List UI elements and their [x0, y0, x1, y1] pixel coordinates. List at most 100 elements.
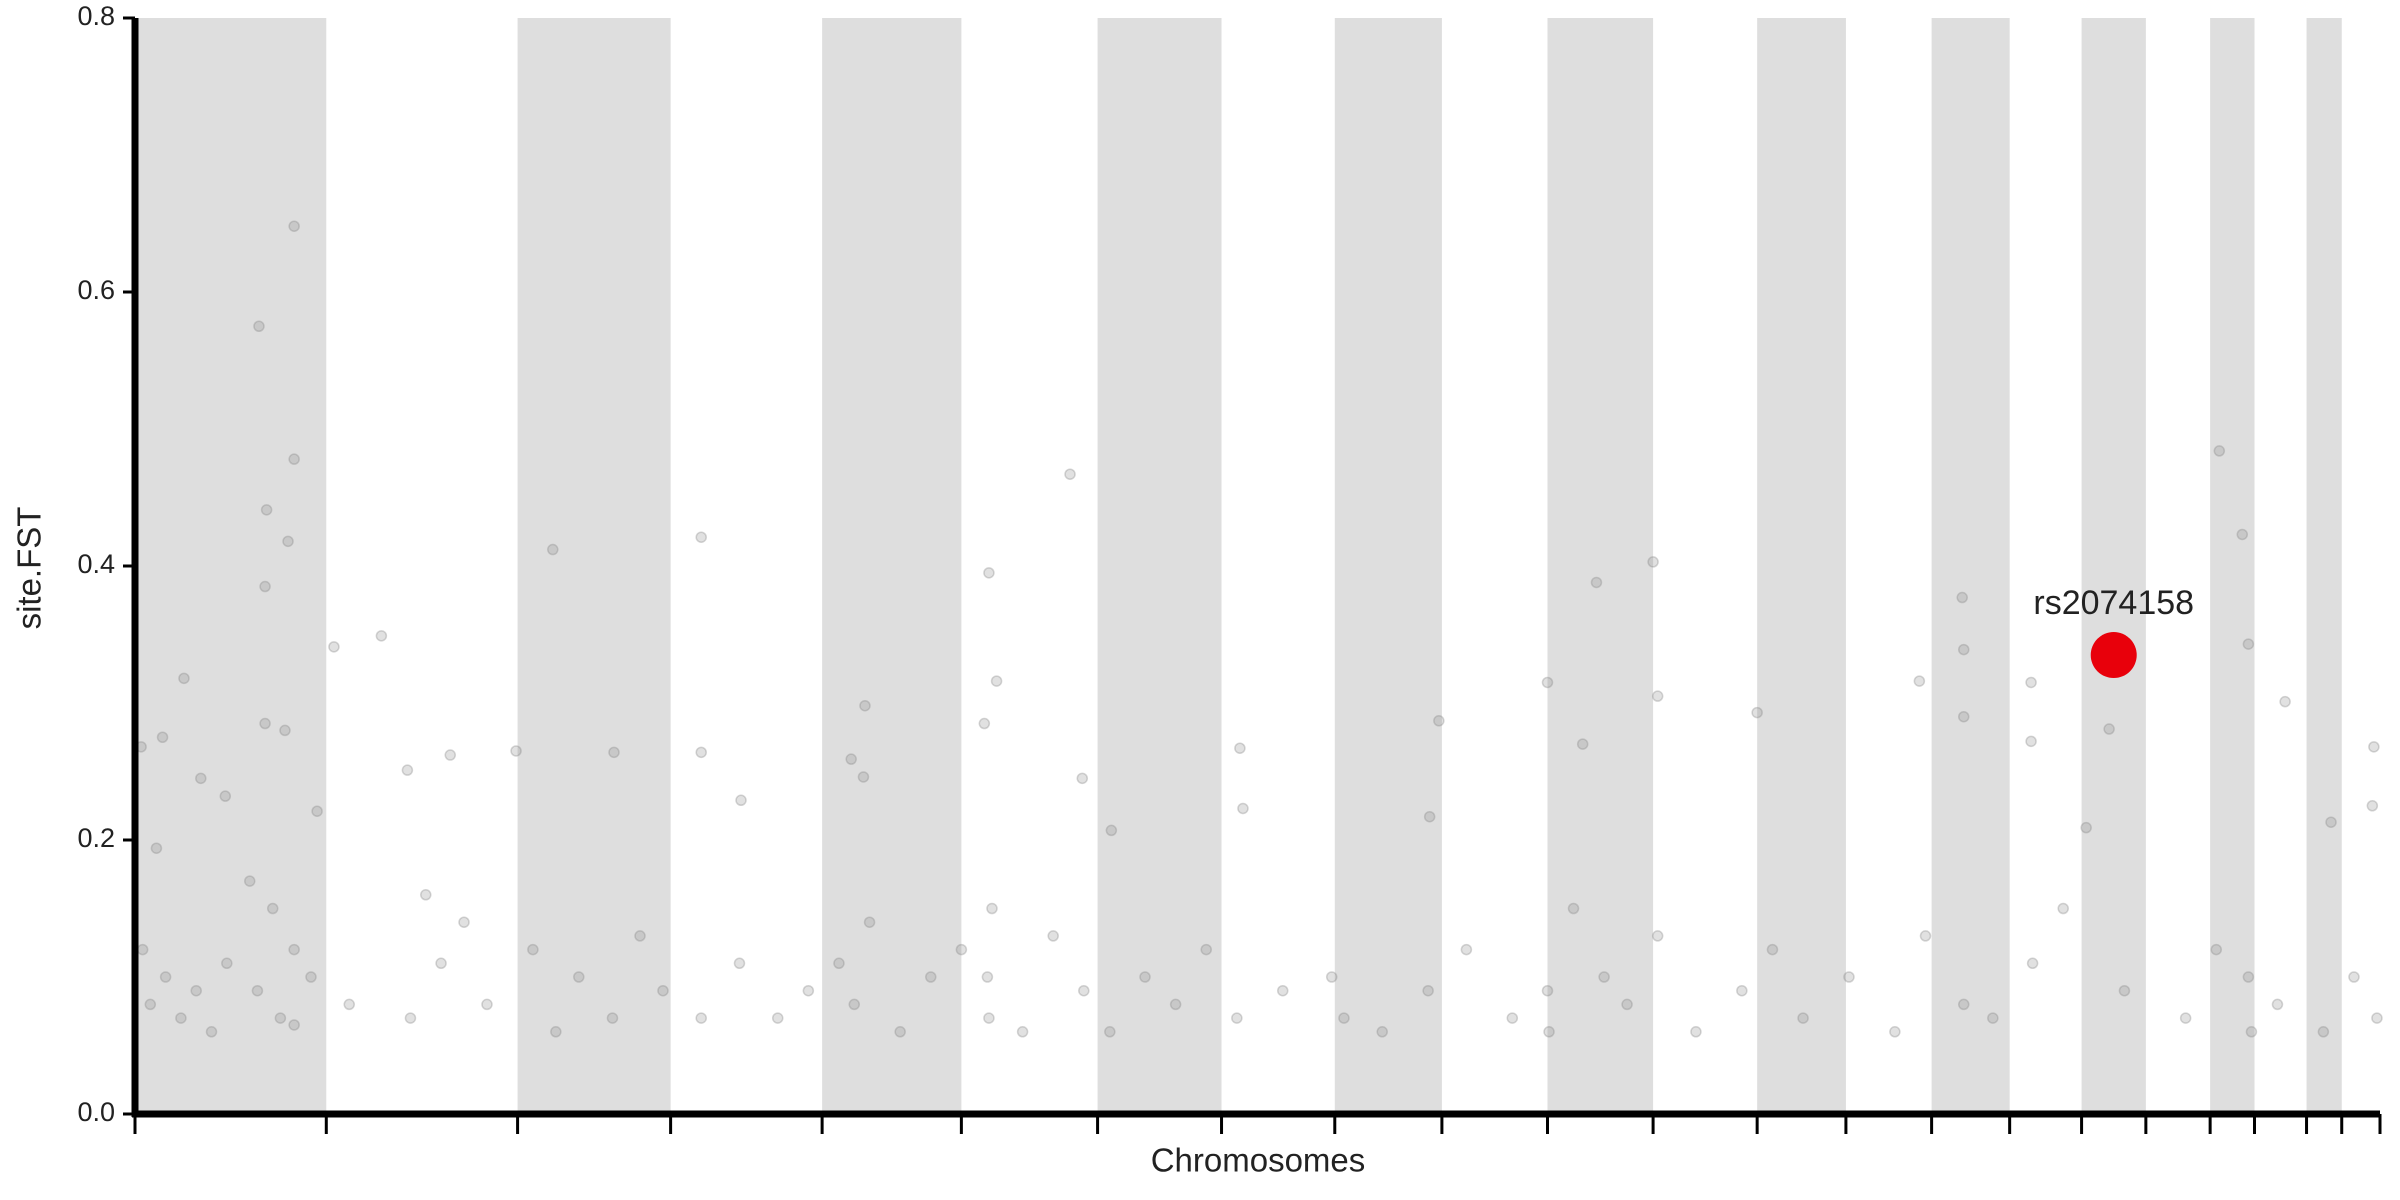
point	[1231, 1012, 1243, 1024]
point	[375, 630, 388, 642]
y-tick-label: 0.4	[77, 549, 115, 579]
point	[178, 672, 190, 685]
point	[1751, 706, 1763, 719]
point	[894, 1026, 906, 1038]
point	[1987, 1012, 1999, 1024]
point	[1376, 1026, 1388, 1038]
point	[205, 1026, 218, 1038]
point	[2245, 1026, 2258, 1038]
point	[343, 998, 355, 1011]
y-tick-label: 0.6	[77, 275, 115, 305]
point	[1913, 675, 1926, 687]
point	[1957, 710, 1970, 723]
point	[1651, 930, 1664, 942]
point	[978, 717, 991, 730]
point	[2236, 528, 2249, 541]
point	[260, 504, 273, 516]
point	[2317, 1026, 2330, 1038]
point	[1621, 998, 1633, 1011]
point	[1105, 824, 1118, 837]
point	[288, 220, 300, 232]
point	[735, 794, 747, 807]
point	[1766, 943, 1779, 956]
point	[1690, 1026, 1702, 1038]
point	[2213, 445, 2226, 457]
point	[981, 971, 994, 983]
point	[144, 998, 157, 1011]
point	[1889, 1026, 1901, 1038]
point	[550, 1026, 562, 1038]
point	[195, 772, 207, 785]
point	[1956, 591, 1968, 604]
point	[1957, 998, 1970, 1011]
point	[857, 771, 870, 783]
point	[955, 943, 968, 956]
point	[2368, 741, 2380, 753]
point	[1590, 576, 1603, 589]
point	[288, 1019, 300, 1031]
point	[274, 1012, 287, 1024]
point	[845, 753, 857, 765]
point	[848, 998, 861, 1011]
point	[420, 889, 432, 901]
point	[1460, 943, 1473, 956]
point	[1078, 984, 1090, 997]
point	[986, 902, 998, 915]
y-tick-label: 0.2	[77, 823, 115, 853]
y-tick-label: 0.0	[77, 1097, 115, 1127]
chromosome-band	[1097, 18, 1222, 1114]
point	[1598, 971, 1610, 983]
point	[608, 746, 620, 759]
point	[458, 916, 470, 928]
point	[1919, 930, 1932, 942]
chromosome-band	[2081, 18, 2146, 1114]
point	[771, 1012, 784, 1024]
point	[634, 930, 646, 942]
point	[925, 971, 937, 983]
point	[1422, 984, 1434, 997]
point	[990, 675, 1003, 687]
point	[219, 790, 232, 802]
point	[1843, 971, 1855, 983]
point	[1433, 715, 1445, 727]
point	[156, 731, 169, 743]
point	[150, 842, 163, 854]
point	[510, 745, 522, 757]
chromosome-band	[1931, 18, 2010, 1114]
chromosome-band	[1757, 18, 1846, 1114]
point	[733, 957, 746, 970]
point	[2118, 984, 2131, 997]
point	[2103, 723, 2115, 735]
point	[2371, 1012, 2383, 1024]
point	[1277, 984, 1289, 997]
point	[2242, 971, 2255, 983]
point	[1541, 984, 1554, 997]
point	[1736, 984, 1748, 997]
point	[2026, 957, 2039, 970]
chromosome-band	[517, 18, 671, 1114]
point	[159, 971, 172, 983]
point	[2210, 943, 2223, 956]
point	[288, 453, 300, 465]
point	[657, 984, 669, 997]
point	[1651, 690, 1664, 702]
point	[1234, 742, 1246, 754]
point	[1169, 998, 1182, 1011]
point	[253, 320, 265, 332]
point	[695, 531, 707, 543]
chromosome-band	[822, 18, 962, 1114]
point	[1104, 1026, 1116, 1038]
point	[401, 764, 414, 776]
point	[1016, 1026, 1029, 1038]
point	[1047, 930, 1059, 942]
point	[1200, 943, 1212, 956]
point	[1647, 556, 1659, 568]
point	[2080, 821, 2092, 834]
point	[328, 641, 340, 653]
point	[1325, 971, 1338, 983]
y-axis-label: site.FST	[11, 507, 48, 630]
point	[695, 746, 707, 759]
point	[1567, 902, 1580, 915]
point	[1064, 468, 1076, 480]
